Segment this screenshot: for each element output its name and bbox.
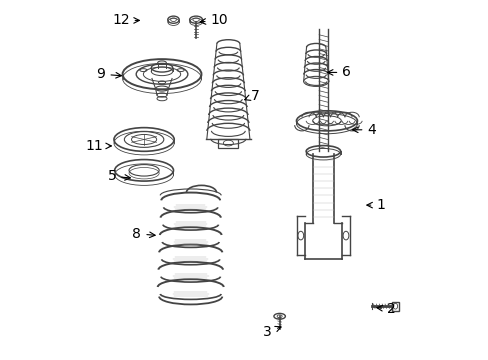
Bar [391, 302, 399, 311]
Text: 5: 5 [107, 170, 130, 183]
Text: 1: 1 [366, 198, 385, 212]
Text: 6: 6 [327, 66, 350, 80]
Text: 10: 10 [200, 13, 228, 27]
Text: 11: 11 [85, 139, 111, 153]
Text: 3: 3 [263, 325, 281, 339]
Text: 2: 2 [376, 302, 395, 316]
Text: 12: 12 [112, 13, 139, 27]
Text: 8: 8 [132, 227, 155, 241]
Text: 9: 9 [97, 67, 121, 81]
Text: 7: 7 [244, 89, 259, 103]
Text: 4: 4 [352, 123, 375, 137]
